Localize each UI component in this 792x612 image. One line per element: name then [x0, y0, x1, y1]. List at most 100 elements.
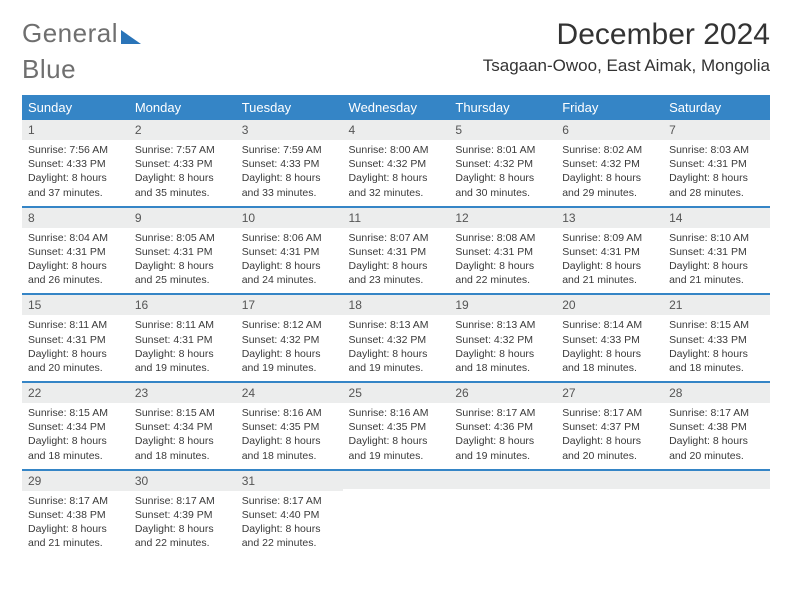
- calendar-week-row: 8Sunrise: 8:04 AMSunset: 4:31 PMDaylight…: [22, 207, 770, 295]
- daylight-text: Daylight: 8 hours and 35 minutes.: [135, 171, 230, 199]
- day-number: 27: [556, 383, 663, 403]
- day-number: 15: [22, 295, 129, 315]
- calendar-day-cell: 11Sunrise: 8:07 AMSunset: 4:31 PMDayligh…: [343, 207, 450, 295]
- calendar-day-cell: 25Sunrise: 8:16 AMSunset: 4:35 PMDayligh…: [343, 382, 450, 470]
- day-body: Sunrise: 8:17 AMSunset: 4:40 PMDaylight:…: [236, 491, 343, 557]
- calendar-day-cell: 12Sunrise: 8:08 AMSunset: 4:31 PMDayligh…: [449, 207, 556, 295]
- day-body: Sunrise: 8:17 AMSunset: 4:39 PMDaylight:…: [129, 491, 236, 557]
- day-number: 23: [129, 383, 236, 403]
- day-body: Sunrise: 7:59 AMSunset: 4:33 PMDaylight:…: [236, 140, 343, 206]
- day-body: Sunrise: 8:02 AMSunset: 4:32 PMDaylight:…: [556, 140, 663, 206]
- day-header: Tuesday: [236, 95, 343, 120]
- day-body: Sunrise: 8:15 AMSunset: 4:33 PMDaylight:…: [663, 315, 770, 381]
- day-body: Sunrise: 8:16 AMSunset: 4:35 PMDaylight:…: [236, 403, 343, 469]
- sunset-text: Sunset: 4:32 PM: [562, 157, 657, 171]
- calendar-day-cell: 22Sunrise: 8:15 AMSunset: 4:34 PMDayligh…: [22, 382, 129, 470]
- calendar-day-cell: 15 Sunrise: 8:11 AMSunset: 4:31 PMDayligh…: [22, 294, 129, 382]
- day-body: Sunrise: 8:08 AMSunset: 4:31 PMDaylight:…: [449, 228, 556, 294]
- day-body: Sunrise: 8:06 AMSunset: 4:31 PMDaylight:…: [236, 228, 343, 294]
- day-number: 4: [343, 120, 450, 140]
- daylight-text: Daylight: 8 hours and 22 minutes.: [455, 259, 550, 287]
- calendar-day-cell: 3Sunrise: 7:59 AMSunset: 4:33 PMDaylight…: [236, 120, 343, 207]
- calendar-day-cell: 2Sunrise: 7:57 AMSunset: 4:33 PMDaylight…: [129, 120, 236, 207]
- sunrise-text: Sunrise: 8:15 AM: [28, 406, 123, 420]
- calendar-day-cell: 8Sunrise: 8:04 AMSunset: 4:31 PMDaylight…: [22, 207, 129, 295]
- day-body: Sunrise: 8:07 AMSunset: 4:31 PMDaylight:…: [343, 228, 450, 294]
- sunset-text: Sunset: 4:31 PM: [455, 245, 550, 259]
- day-body: Sunrise: 8:11 AMSunset: 4:31 PMDaylight:…: [129, 315, 236, 381]
- calendar-day-cell: 28Sunrise: 8:17 AMSunset: 4:38 PMDayligh…: [663, 382, 770, 470]
- daylight-text: Daylight: 8 hours and 26 minutes.: [28, 259, 123, 287]
- day-header: Wednesday: [343, 95, 450, 120]
- sunrise-text: Sunrise: 8:11 AM: [28, 318, 123, 332]
- sunset-text: Sunset: 4:31 PM: [28, 333, 123, 347]
- day-number: 22: [22, 383, 129, 403]
- sunrise-text: Sunrise: 8:01 AM: [455, 143, 550, 157]
- page-title: December 2024: [483, 18, 770, 52]
- day-number: [343, 471, 450, 489]
- day-number: 5: [449, 120, 556, 140]
- calendar-day-cell: 23Sunrise: 8:15 AMSunset: 4:34 PMDayligh…: [129, 382, 236, 470]
- sunset-text: Sunset: 4:31 PM: [669, 157, 764, 171]
- daylight-text: Daylight: 8 hours and 30 minutes.: [455, 171, 550, 199]
- day-number: 30: [129, 471, 236, 491]
- day-number: 10: [236, 208, 343, 228]
- day-number: 20: [556, 295, 663, 315]
- sunrise-text: Sunrise: 8:04 AM: [28, 231, 123, 245]
- day-header-row: Sunday Monday Tuesday Wednesday Thursday…: [22, 95, 770, 120]
- calendar-day-cell: 5Sunrise: 8:01 AMSunset: 4:32 PMDaylight…: [449, 120, 556, 207]
- sunset-text: Sunset: 4:39 PM: [135, 508, 230, 522]
- calendar-day-cell: 4Sunrise: 8:00 AMSunset: 4:32 PMDaylight…: [343, 120, 450, 207]
- calendar-day-cell: 16Sunrise: 8:11 AMSunset: 4:31 PMDayligh…: [129, 294, 236, 382]
- calendar-day-cell: 1Sunrise: 7:56 AMSunset: 4:33 PMDaylight…: [22, 120, 129, 207]
- day-number: 28: [663, 383, 770, 403]
- day-body: Sunrise: 7:56 AMSunset: 4:33 PMDaylight:…: [22, 140, 129, 206]
- sunset-text: Sunset: 4:32 PM: [349, 333, 444, 347]
- daylight-text: Daylight: 8 hours and 18 minutes.: [28, 434, 123, 462]
- daylight-text: Daylight: 8 hours and 19 minutes.: [349, 434, 444, 462]
- calendar-day-cell: 30Sunrise: 8:17 AMSunset: 4:39 PMDayligh…: [129, 470, 236, 557]
- day-body: Sunrise: 8:01 AMSunset: 4:32 PMDaylight:…: [449, 140, 556, 206]
- calendar-day-cell: 6Sunrise: 8:02 AMSunset: 4:32 PMDaylight…: [556, 120, 663, 207]
- calendar-day-cell: [556, 470, 663, 557]
- sunrise-text: Sunrise: 8:06 AM: [242, 231, 337, 245]
- daylight-text: Daylight: 8 hours and 19 minutes.: [349, 347, 444, 375]
- day-body: Sunrise: 8:05 AMSunset: 4:31 PMDaylight:…: [129, 228, 236, 294]
- day-number: 13: [556, 208, 663, 228]
- calendar-day-cell: [663, 470, 770, 557]
- day-body: Sunrise: 8:17 AMSunset: 4:36 PMDaylight:…: [449, 403, 556, 469]
- sunrise-text: Sunrise: 8:03 AM: [669, 143, 764, 157]
- daylight-text: Daylight: 8 hours and 28 minutes.: [669, 171, 764, 199]
- calendar-day-cell: [449, 470, 556, 557]
- calendar-week-row: 22Sunrise: 8:15 AMSunset: 4:34 PMDayligh…: [22, 382, 770, 470]
- calendar-day-cell: 29Sunrise: 8:17 AMSunset: 4:38 PMDayligh…: [22, 470, 129, 557]
- daylight-text: Daylight: 8 hours and 20 minutes.: [562, 434, 657, 462]
- sunset-text: Sunset: 4:31 PM: [135, 245, 230, 259]
- calendar-day-cell: 17Sunrise: 8:12 AMSunset: 4:32 PMDayligh…: [236, 294, 343, 382]
- sunset-text: Sunset: 4:36 PM: [455, 420, 550, 434]
- day-body: Sunrise: 8:00 AMSunset: 4:32 PMDaylight:…: [343, 140, 450, 206]
- daylight-text: Daylight: 8 hours and 21 minutes.: [669, 259, 764, 287]
- day-number: 11: [343, 208, 450, 228]
- day-body: [343, 489, 450, 498]
- brand-part1: General: [22, 18, 118, 49]
- sunset-text: Sunset: 4:31 PM: [349, 245, 444, 259]
- day-number: 12: [449, 208, 556, 228]
- sunrise-text: Sunrise: 8:17 AM: [455, 406, 550, 420]
- sunset-text: Sunset: 4:40 PM: [242, 508, 337, 522]
- sunrise-text: Sunrise: 7:57 AM: [135, 143, 230, 157]
- day-body: [663, 489, 770, 498]
- day-header: Sunday: [22, 95, 129, 120]
- day-body: Sunrise: 8:04 AMSunset: 4:31 PMDaylight:…: [22, 228, 129, 294]
- day-number: [449, 471, 556, 489]
- sunrise-text: Sunrise: 8:02 AM: [562, 143, 657, 157]
- day-body: Sunrise: 8:13 AMSunset: 4:32 PMDaylight:…: [343, 315, 450, 381]
- day-number: 17: [236, 295, 343, 315]
- calendar-day-cell: 19Sunrise: 8:13 AMSunset: 4:32 PMDayligh…: [449, 294, 556, 382]
- daylight-text: Daylight: 8 hours and 20 minutes.: [28, 347, 123, 375]
- day-number: 24: [236, 383, 343, 403]
- calendar-day-cell: 27Sunrise: 8:17 AMSunset: 4:37 PMDayligh…: [556, 382, 663, 470]
- sunrise-text: Sunrise: 8:15 AM: [669, 318, 764, 332]
- sunrise-text: Sunrise: 7:59 AM: [242, 143, 337, 157]
- sunrise-text: Sunrise: 7:56 AM: [28, 143, 123, 157]
